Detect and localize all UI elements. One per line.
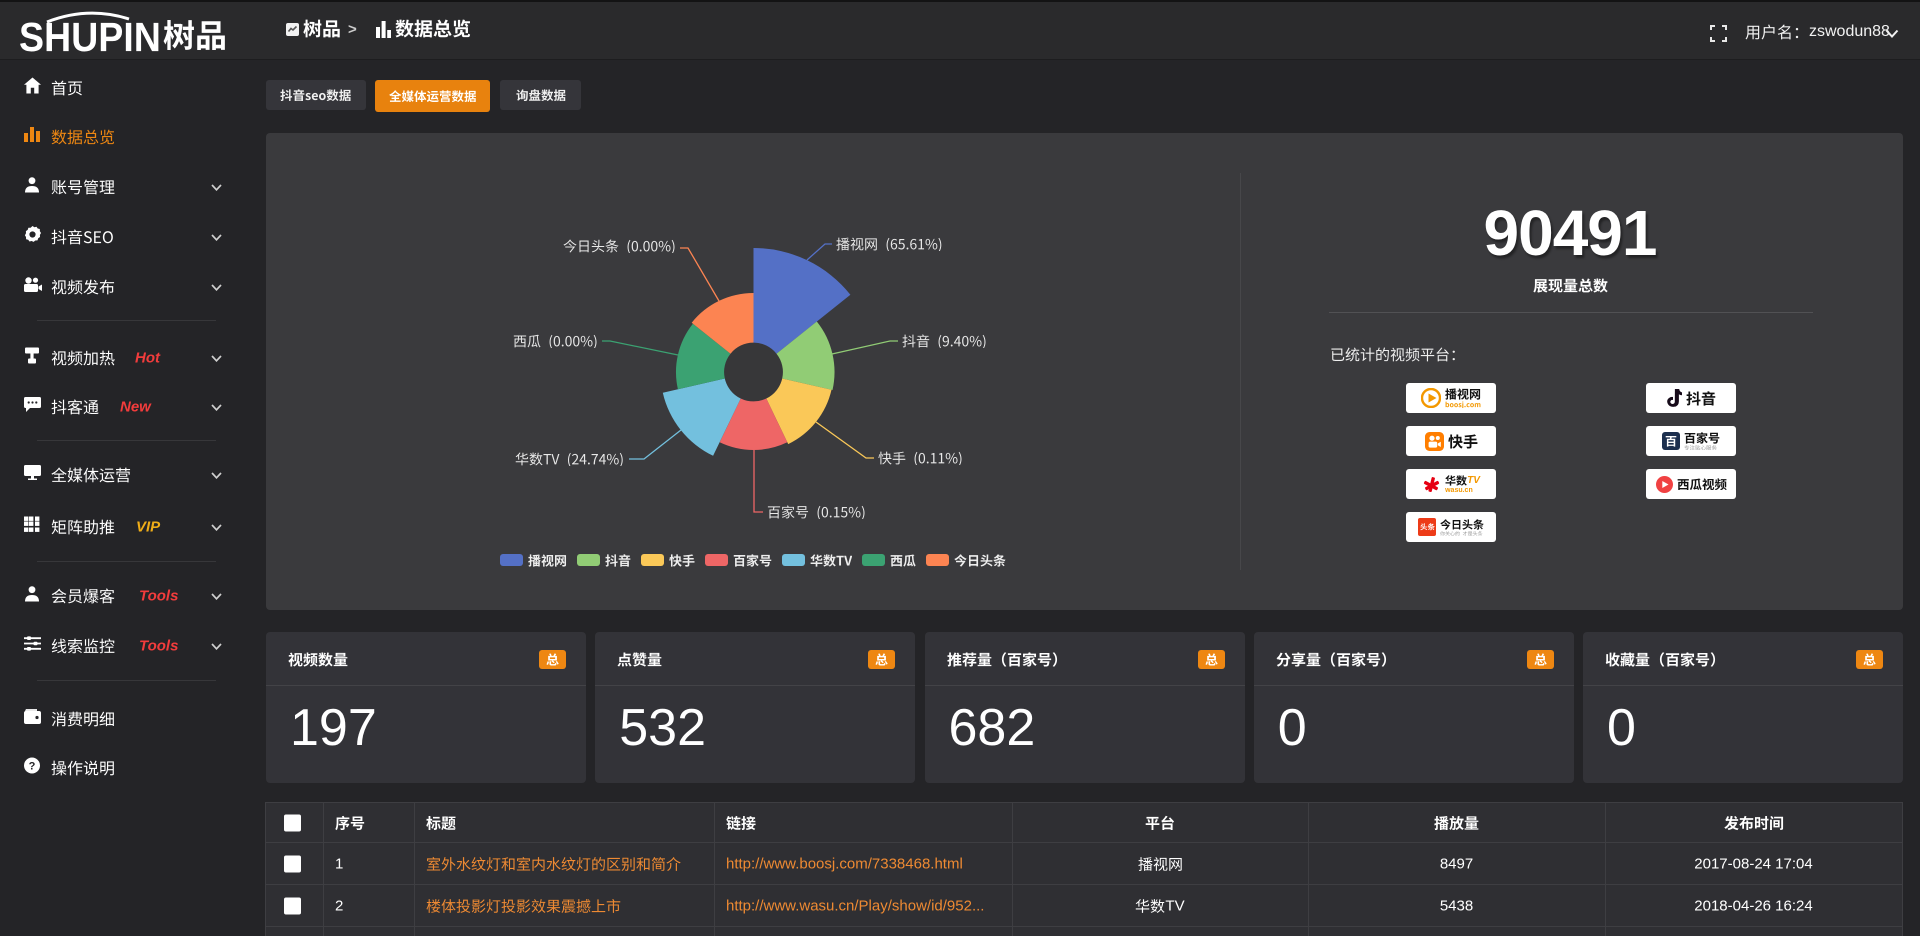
svg-text:?: ? <box>29 761 36 773</box>
